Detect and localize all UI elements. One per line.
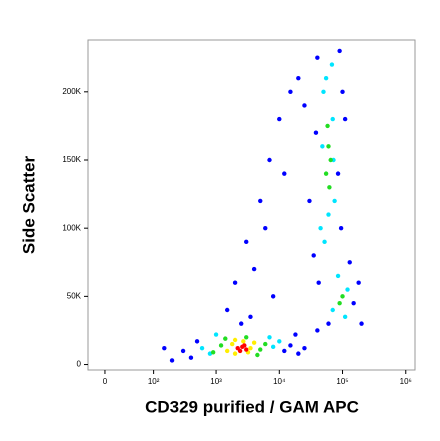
point [229,341,235,347]
point [251,340,257,345]
point [263,341,268,347]
point [270,344,276,350]
point [323,171,329,176]
point [329,62,335,67]
point [251,266,257,272]
point [318,225,323,231]
point [315,55,320,60]
y-tick-label: 150K [62,155,81,164]
x-tick-label: 10³ [210,377,222,386]
point [282,348,287,354]
point [330,307,335,313]
point [315,328,320,333]
x-tick-label: 10² [148,377,160,386]
point [293,332,298,337]
point [337,300,342,306]
point [162,345,167,351]
point [320,144,325,149]
point [277,116,282,122]
point [239,321,244,326]
y-tick-label: 100K [62,223,81,232]
point [237,348,243,354]
point [267,157,272,163]
point [302,103,307,108]
point [296,351,301,356]
point [224,307,230,313]
point [232,280,238,285]
point [332,198,337,204]
point [351,300,356,306]
point [302,345,307,351]
point [323,75,329,81]
point [232,351,238,356]
plot-frame [87,39,416,371]
point [188,355,194,360]
point [359,321,364,326]
point [180,348,186,354]
point [335,273,341,279]
point [244,335,249,340]
point [321,89,326,95]
point [345,287,350,292]
point [242,343,247,348]
point [342,314,348,320]
x-axis-title: CD329 purified / GAM APC [145,397,359,416]
point [288,343,293,348]
point [169,358,175,363]
x-tick-label: 0 [103,377,108,386]
point [342,116,348,122]
y-tick-label: 200K [62,87,81,96]
point [277,339,282,344]
point [258,347,263,352]
point [347,260,352,265]
point [316,280,321,285]
point [258,198,263,204]
point [232,337,238,343]
point [335,171,341,176]
point [255,352,260,358]
point [356,280,361,285]
y-tick-label: 0 [77,360,82,369]
point [288,89,293,95]
point [340,294,345,299]
point [248,314,253,320]
point [313,130,319,135]
point [326,212,331,217]
point [218,343,224,348]
point [241,339,246,344]
point [210,350,216,355]
point [338,225,344,231]
y-axis-title: Side Scatter [19,155,38,254]
point [282,171,287,176]
point [326,321,331,326]
point [248,345,253,351]
point [330,116,335,122]
point [337,48,342,54]
point [307,198,312,204]
point [213,332,219,337]
point [296,75,301,81]
point [194,339,200,344]
x-tick-label: 10⁵ [336,377,348,386]
point [322,239,327,245]
point [263,225,268,231]
point [223,336,228,341]
point [270,294,276,299]
x-tick-label: 10⁶ [400,377,412,386]
point [244,347,249,352]
point [327,185,332,190]
point [199,345,205,351]
point [244,239,249,245]
point [340,89,345,95]
point [224,348,230,354]
y-tick-label: 50K [67,291,82,300]
point [267,335,272,340]
point [325,123,330,129]
point [311,253,316,258]
point [328,157,333,163]
point [326,144,331,149]
x-tick-label: 10⁴ [273,377,286,386]
